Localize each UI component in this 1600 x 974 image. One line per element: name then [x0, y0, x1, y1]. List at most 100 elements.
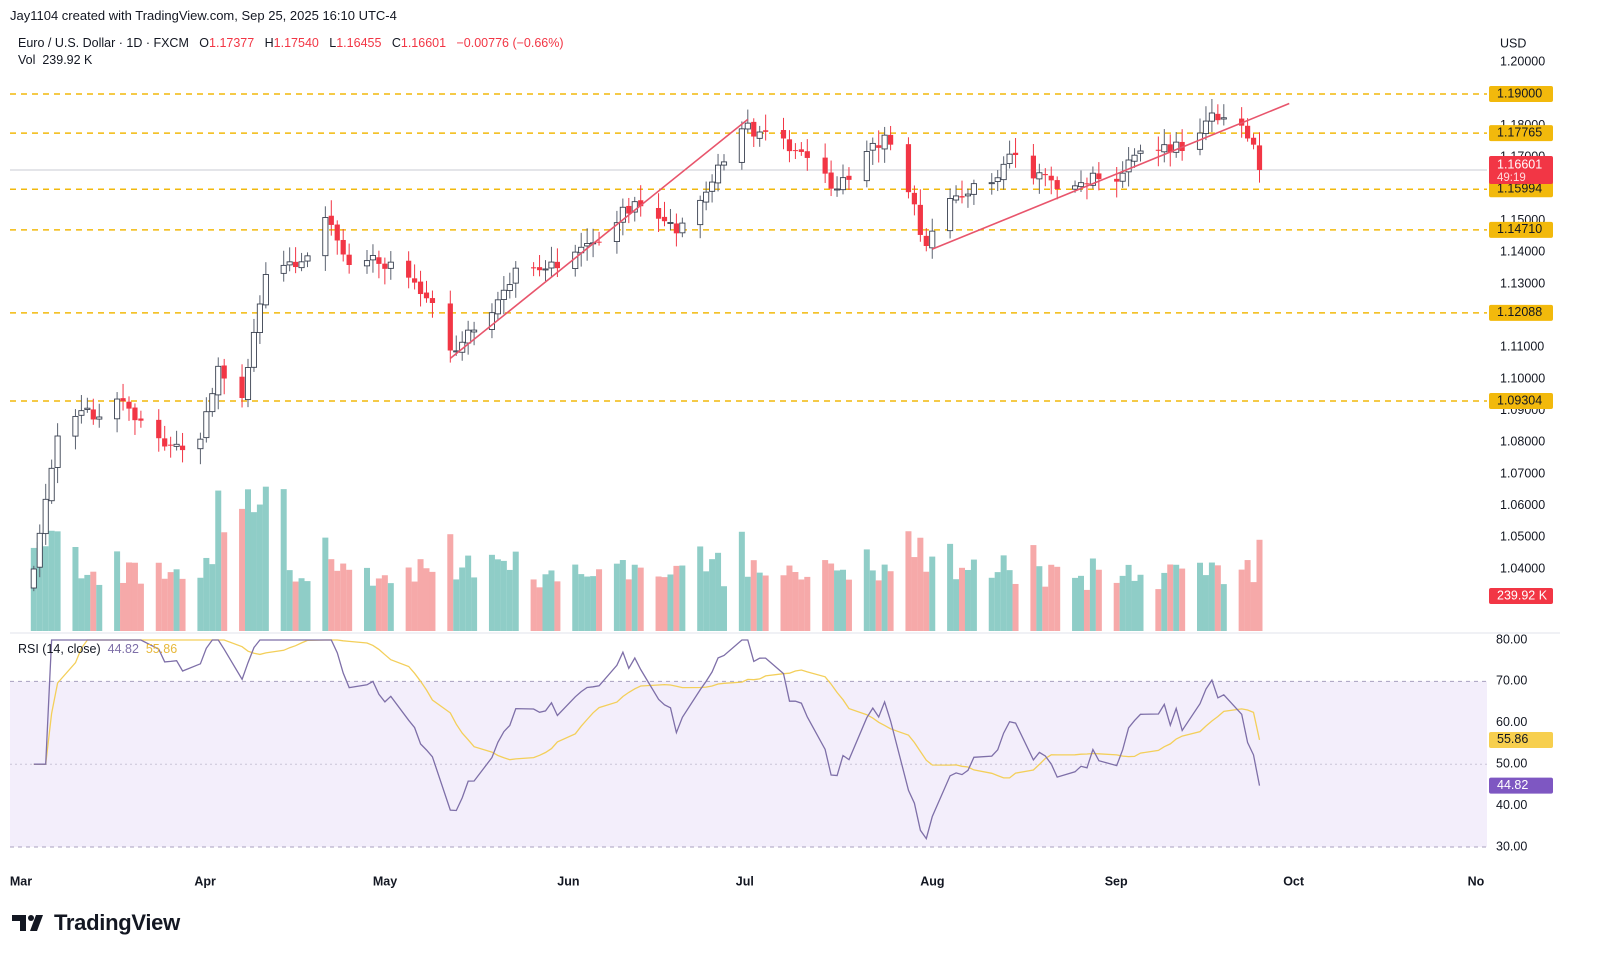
volume-bar [834, 570, 841, 631]
volume-bar [245, 489, 251, 631]
volume-label[interactable]: Vol [18, 53, 36, 67]
volume-bar [869, 570, 876, 631]
candle [215, 357, 222, 410]
candle-body [340, 239, 346, 255]
low-label: L [329, 36, 337, 50]
volume-bar [1131, 580, 1138, 631]
volume-bar [798, 579, 805, 631]
candle [78, 395, 85, 424]
candle-body [494, 299, 501, 315]
candle [679, 217, 686, 238]
candle [84, 397, 91, 413]
candle-body [970, 183, 977, 195]
candle [613, 210, 620, 254]
x-tick-label: Mar [10, 874, 32, 888]
candle [911, 185, 917, 216]
volume-bar [637, 567, 644, 631]
candle [488, 303, 496, 339]
volume-bar [840, 569, 846, 631]
candle-body [376, 257, 382, 264]
volume-bar [780, 575, 787, 631]
volume-bar [655, 576, 662, 631]
volume-bar [239, 508, 246, 631]
candle [839, 164, 847, 195]
candle-body [363, 260, 371, 267]
candle-body [905, 144, 912, 193]
volume-bar [84, 574, 91, 631]
candle-body [512, 267, 519, 284]
candle-body [715, 164, 722, 184]
volume-bar [994, 572, 1001, 631]
last-price-tag-bg [1489, 155, 1553, 184]
volume-bar [554, 581, 561, 631]
candle-body [423, 292, 430, 299]
candle-body [1036, 172, 1043, 180]
candle-body [72, 415, 79, 437]
symbol-label[interactable]: Euro / U.S. Dollar · 1D · FXCM [18, 36, 189, 50]
candle [262, 262, 269, 309]
rsi-ma-line [33, 639, 1261, 779]
candle [661, 201, 668, 227]
rsi-ma-value: 55.86 [145, 642, 178, 656]
volume-bar [1119, 575, 1126, 631]
trendline-0 [449, 118, 749, 360]
candle [471, 321, 478, 346]
candle [506, 272, 513, 299]
candle-body [126, 401, 132, 409]
candle-body [619, 206, 626, 223]
volume-bar [1244, 560, 1251, 631]
candle-body [465, 329, 472, 344]
candle-body [953, 195, 960, 201]
candle [584, 228, 591, 261]
tradingview-logo[interactable]: TradingView [12, 910, 180, 936]
candle-body [869, 142, 876, 151]
candle-body [412, 278, 418, 283]
candle-body [828, 172, 834, 189]
candle-body [1155, 149, 1161, 151]
volume-bar [845, 579, 852, 631]
volume-bar [381, 575, 388, 631]
x-tick-label: Sep [1105, 874, 1128, 888]
candle-body [369, 255, 377, 261]
volume-bar [221, 532, 228, 631]
candle-body [179, 445, 186, 451]
candle-body [756, 131, 763, 139]
candle [888, 125, 894, 151]
candle-body [173, 443, 180, 447]
candle-body [1054, 180, 1060, 189]
volume-bar [572, 564, 579, 631]
volume-bar [161, 578, 168, 631]
candle-body [1000, 163, 1007, 181]
volume-bar [405, 567, 412, 631]
rsi-label[interactable]: RSI (14, close) [18, 642, 101, 656]
candle [1137, 144, 1144, 162]
volume-bar [584, 576, 591, 631]
volume-bar [203, 557, 210, 631]
candle [1125, 147, 1132, 187]
countdown-value: 49:19 [1497, 172, 1526, 184]
rsi-legend: RSI (14, close) 44.82 55.86 [18, 642, 177, 656]
candle-body [994, 177, 1001, 182]
candle-body [221, 365, 227, 379]
volume-bar [262, 486, 269, 631]
level-price-tag: 1.12088 [1489, 304, 1553, 321]
volume-bar [298, 578, 305, 631]
candle-body [673, 223, 679, 234]
candle-body [1089, 172, 1096, 186]
candle-body [596, 241, 602, 243]
candle-body [929, 230, 936, 249]
rsi-tick-label: 70.00 [1496, 674, 1527, 688]
candle [179, 432, 186, 463]
rsi-tick-label: 40.00 [1496, 798, 1527, 812]
level-price-tag: 1.15994 [1489, 181, 1553, 198]
x-tick-label: Apr [194, 874, 216, 888]
candle [1036, 163, 1043, 194]
candle-body [531, 267, 537, 269]
candle [1054, 176, 1060, 200]
candle-body [548, 261, 555, 269]
volume-value: 239.92 K [42, 53, 93, 67]
candle [1155, 136, 1161, 167]
candle-body [1048, 175, 1054, 181]
